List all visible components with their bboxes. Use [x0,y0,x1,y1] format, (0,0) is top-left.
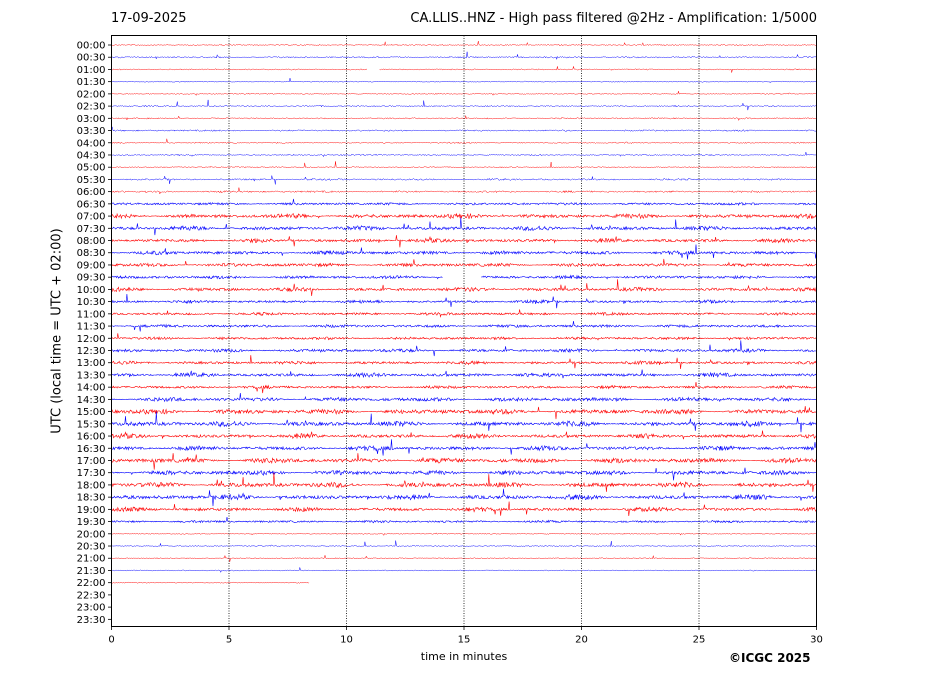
copyright-label: ©ICGC 2025 [729,651,811,665]
y-tick-label: 15:00 [77,407,106,418]
y-tick-label: 22:00 [77,578,106,589]
y-tick-label: 08:00 [77,236,106,247]
y-tick-label: 14:30 [77,395,106,406]
x-axis-label: time in minutes [420,650,508,663]
trace-1730 [111,467,817,481]
trace-0930 [111,274,817,280]
trace-0830 [111,244,817,260]
date-label: 17-09-2025 [111,11,187,26]
y-tick-label: 23:30 [77,615,106,626]
y-tick-label: 00:00 [77,41,106,52]
y-tick-label: 01:30 [77,77,106,88]
y-tick-label: 12:00 [77,334,106,345]
y-tick-label: 20:00 [77,529,106,540]
y-tick-label: 15:30 [77,419,106,430]
y-tick-label: 10:00 [77,285,106,296]
y-tick-label: 14:00 [77,383,106,394]
trace-0530 [111,175,817,185]
x-tick-label: 0 [108,635,114,646]
y-tick-label: 13:00 [77,358,106,369]
y-tick-label: 05:00 [77,163,106,174]
trace-0130 [111,78,817,84]
x-tick-label: 20 [575,635,588,646]
y-tick-label: 21:00 [77,554,106,565]
y-tick-label: 20:30 [77,542,106,553]
trace-1930 [111,517,817,524]
trace-0100 [111,65,817,73]
y-tick-label: 08:30 [77,248,106,259]
trace-0500 [111,161,817,169]
y-tick-label: 01:00 [77,65,106,76]
x-tick-label: 5 [226,635,232,646]
y-tick-label: 16:30 [77,444,106,455]
y-tick-label: 16:00 [77,432,106,443]
y-tick-label: 03:30 [77,126,106,137]
y-tick-label: 17:30 [77,468,106,479]
trace-0030 [111,51,817,61]
y-tick-label: 23:00 [77,603,106,614]
y-tick-label: 13:30 [77,370,106,381]
y-tick-label: 19:30 [77,517,106,528]
trace-0630 [111,198,817,206]
trace-1530 [111,411,817,433]
y-tick-label: 11:00 [77,309,106,320]
trace-2200 [111,581,310,584]
y-tick-label: 04:00 [77,138,106,149]
y-tick-label: 11:30 [77,322,106,333]
trace-1430 [111,392,817,403]
x-tick-label: 25 [693,635,706,646]
y-tick-label: 06:30 [77,199,106,210]
y-tick-label: 09:00 [77,260,106,271]
seismic-traces [111,40,817,584]
vertical-grid [228,35,700,627]
trace-0700 [111,212,817,220]
trace-1800 [111,472,817,492]
y-tick-label: 22:30 [77,590,106,601]
y-tick-label: 07:30 [77,224,106,235]
y-tick-label: 06:00 [77,187,106,198]
y-tick-label: 02:00 [77,89,106,100]
y-tick-label: 02:30 [77,102,106,113]
y-tick-label: 09:30 [77,273,106,284]
y-tick-label: 19:00 [77,505,106,516]
y-tick-label: 12:30 [77,346,106,357]
trace-0430 [111,152,817,158]
trace-0000 [111,40,817,46]
x-axis-ticks: 0 5 10 15 20 25 30 [108,626,823,646]
y-tick-label: 21:30 [77,566,106,577]
trace-1300 [111,355,817,370]
trace-0900 [111,258,817,268]
trace-1600 [111,430,817,440]
y-tick-label: 04:30 [77,150,106,161]
x-tick-label: 30 [810,635,823,646]
y-tick-label: 05:30 [77,175,106,186]
trace-0400 [111,138,817,144]
x-tick-label: 15 [458,635,471,646]
y-tick-label: 07:00 [77,212,106,223]
x-tick-label: 10 [340,635,353,646]
y-tick-label: 18:30 [77,493,106,504]
y-tick-label: 18:00 [77,480,106,491]
y-tick-label: 17:00 [77,456,106,467]
trace-1700 [111,453,817,470]
y-axis-label: UTC (local time = UTC + 02:00) [49,228,65,434]
y-tick-label: 00:30 [77,53,106,64]
y-tick-label: 10:30 [77,297,106,308]
chart-title: CA.LLIS..HNZ - High pass filtered @2Hz -… [410,11,817,26]
y-tick-label: 03:00 [77,114,106,125]
trace-1230 [111,340,817,357]
